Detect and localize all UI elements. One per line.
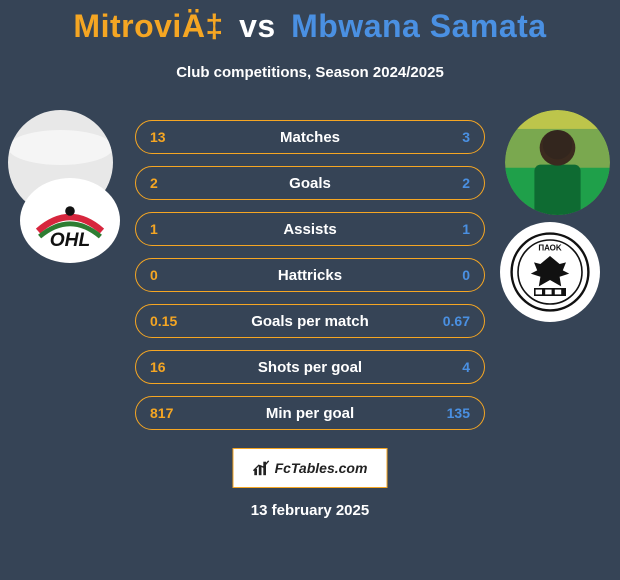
stat-left-value: 16: [150, 351, 166, 385]
svg-text:ΠΑΟΚ: ΠΑΟΚ: [538, 243, 562, 252]
stat-row-matches: 13 Matches 3: [135, 120, 485, 154]
stat-row-goals: 2 Goals 2: [135, 166, 485, 200]
stat-left-value: 817: [150, 397, 173, 431]
stat-right-value: 2: [462, 167, 470, 201]
stat-row-hattricks: 0 Hattricks 0: [135, 258, 485, 292]
stat-label: Min per goal: [266, 405, 354, 422]
subtitle: Club competitions, Season 2024/2025: [0, 64, 620, 81]
stat-right-value: 0: [462, 259, 470, 293]
stat-row-assists: 1 Assists 1: [135, 212, 485, 246]
fctables-link[interactable]: FcTables.com: [233, 448, 388, 488]
stat-row-shots-per-goal: 16 Shots per goal 4: [135, 350, 485, 384]
stat-row-goals-per-match: 0.15 Goals per match 0.67: [135, 304, 485, 338]
player1-avatar-placeholder: [8, 130, 113, 165]
stat-label: Goals per match: [251, 313, 369, 330]
stat-right-value: 0.67: [443, 305, 470, 339]
stat-right-value: 4: [462, 351, 470, 385]
player2-club-badge: ΠΑΟΚ: [500, 222, 600, 322]
vs-label: vs: [239, 8, 276, 44]
stat-left-value: 0: [150, 259, 158, 293]
stat-left-value: 2: [150, 167, 158, 201]
stat-row-min-per-goal: 817 Min per goal 135: [135, 396, 485, 430]
stats-table: 13 Matches 3 2 Goals 2 1 Assists 1 0 Hat…: [135, 120, 485, 442]
svg-text:OHL: OHL: [50, 230, 91, 251]
ohl-logo-icon: OHL: [30, 187, 110, 255]
comparison-card: MitroviÄ‡ vs Mbwana Samata Club competit…: [0, 0, 620, 580]
stat-label: Shots per goal: [258, 359, 362, 376]
stat-left-value: 0.15: [150, 305, 177, 339]
stat-right-value: 135: [447, 397, 470, 431]
stat-left-value: 13: [150, 121, 166, 155]
bar-chart-icon: [253, 459, 271, 477]
stat-label: Assists: [283, 221, 336, 238]
date-label: 13 february 2025: [0, 502, 620, 519]
page-title: MitroviÄ‡ vs Mbwana Samata: [0, 8, 620, 45]
player1-name: MitroviÄ‡: [73, 8, 223, 44]
player1-club-badge: OHL: [20, 178, 120, 263]
player2-name: Mbwana Samata: [291, 8, 546, 44]
stat-right-value: 1: [462, 213, 470, 247]
stat-label: Goals: [289, 175, 331, 192]
player2-avatar-svg: [505, 110, 610, 215]
stat-label: Matches: [280, 129, 340, 146]
player2-avatar: [505, 110, 610, 215]
stat-right-value: 3: [462, 121, 470, 155]
stat-label: Hattricks: [278, 267, 342, 284]
paok-logo-icon: ΠΑΟΚ: [510, 232, 590, 312]
stat-left-value: 1: [150, 213, 158, 247]
fctables-label: FcTables.com: [275, 460, 368, 476]
